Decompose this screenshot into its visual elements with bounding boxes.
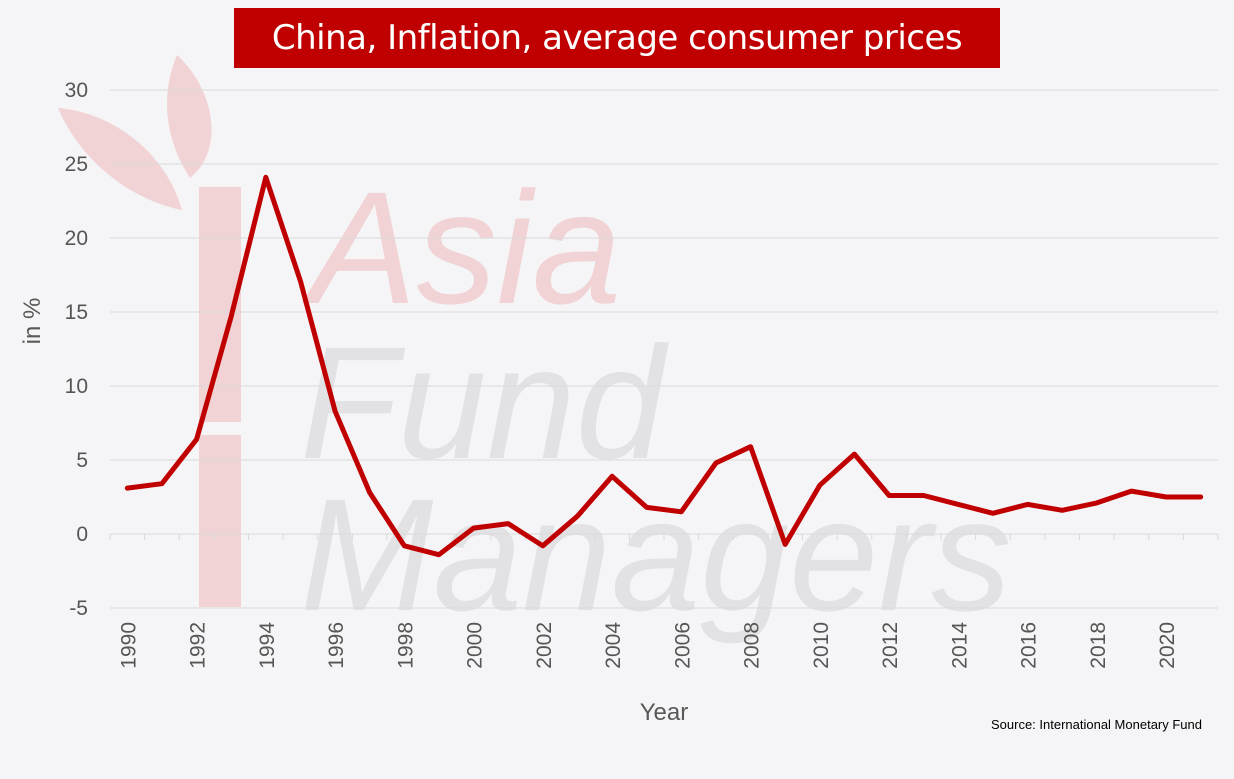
x-tick-label: 2010	[810, 622, 833, 669]
data-point	[230, 315, 232, 317]
x-tick-label: 2008	[741, 622, 764, 669]
data-point	[611, 475, 613, 477]
watermark-text-asia: Asia	[302, 158, 621, 337]
watermark-logo: Asia Fund Managers	[58, 55, 1011, 644]
data-point	[784, 543, 786, 545]
data-point	[1165, 496, 1167, 498]
data-point	[161, 483, 163, 485]
data-point	[507, 523, 509, 525]
x-tick-label: 2004	[602, 622, 625, 669]
data-point	[542, 545, 544, 547]
x-tick-label: 2012	[879, 622, 902, 669]
data-point	[265, 176, 267, 178]
series-line	[124, 174, 1204, 558]
x-tick-label: 1998	[394, 622, 417, 669]
data-point	[819, 484, 821, 486]
y-axis-title: in %	[19, 298, 46, 345]
y-tick-label: 20	[65, 227, 88, 250]
data-point	[1061, 509, 1063, 511]
x-tick-label: 1992	[187, 622, 210, 669]
y-tick-label: 30	[65, 79, 88, 102]
data-point	[126, 487, 128, 489]
watermark-text-managers: Managers	[300, 465, 1011, 644]
x-axis-title: Year	[640, 699, 689, 726]
y-tick-label: 10	[65, 375, 88, 398]
x-axis-ticks: 1990 1992 1994 1996 1998 2000 2002 2004 2006 2008…	[109, 534, 1219, 669]
watermark-leaf-left	[58, 108, 182, 210]
data-point	[992, 512, 994, 514]
x-tick-label: 1994	[256, 622, 279, 669]
y-tick-label: 15	[65, 301, 88, 324]
data-point	[853, 453, 855, 455]
x-tick-label: 2018	[1087, 622, 1110, 669]
source-note: Source: International Monetary Fund	[990, 717, 1202, 732]
watermark-bar-lower	[199, 435, 241, 607]
data-point	[923, 495, 925, 497]
x-tick-label: 1996	[325, 622, 348, 669]
data-point	[1130, 490, 1132, 492]
x-tick-label: 2020	[1156, 622, 1179, 669]
watermark-leaf-right	[167, 55, 212, 178]
watermark-text-fund: Fund	[300, 313, 670, 492]
data-point	[646, 506, 648, 508]
y-tick-label: 25	[65, 153, 88, 176]
y-axis-ticks: -5 0 5 10 15 20 25 30	[65, 79, 88, 620]
x-tick-label: 2006	[671, 622, 694, 669]
y-tick-label: 0	[76, 523, 88, 546]
x-tick-label: 2014	[948, 622, 971, 669]
data-point	[196, 438, 198, 440]
data-point	[680, 511, 682, 513]
data-point	[957, 503, 959, 505]
x-tick-label: 2016	[1018, 622, 1041, 669]
x-tick-label: 2002	[533, 622, 556, 669]
series-layer	[124, 174, 1204, 558]
data-point	[369, 492, 371, 494]
data-point	[1027, 503, 1029, 505]
data-point	[1200, 496, 1202, 498]
data-point	[1096, 502, 1098, 504]
data-point	[334, 410, 336, 412]
data-point	[438, 554, 440, 556]
data-point	[299, 280, 301, 282]
chart-title: China, Inflation, average consumer price…	[234, 8, 1000, 68]
data-point	[403, 545, 405, 547]
data-point	[715, 462, 717, 464]
data-point	[473, 527, 475, 529]
data-point	[576, 515, 578, 517]
data-point	[888, 495, 890, 497]
x-tick-label: 2000	[464, 622, 487, 669]
x-tick-label: 1990	[117, 622, 140, 669]
y-tick-label: 5	[76, 449, 88, 472]
y-tick-label: -5	[69, 597, 88, 620]
data-point	[750, 446, 752, 448]
